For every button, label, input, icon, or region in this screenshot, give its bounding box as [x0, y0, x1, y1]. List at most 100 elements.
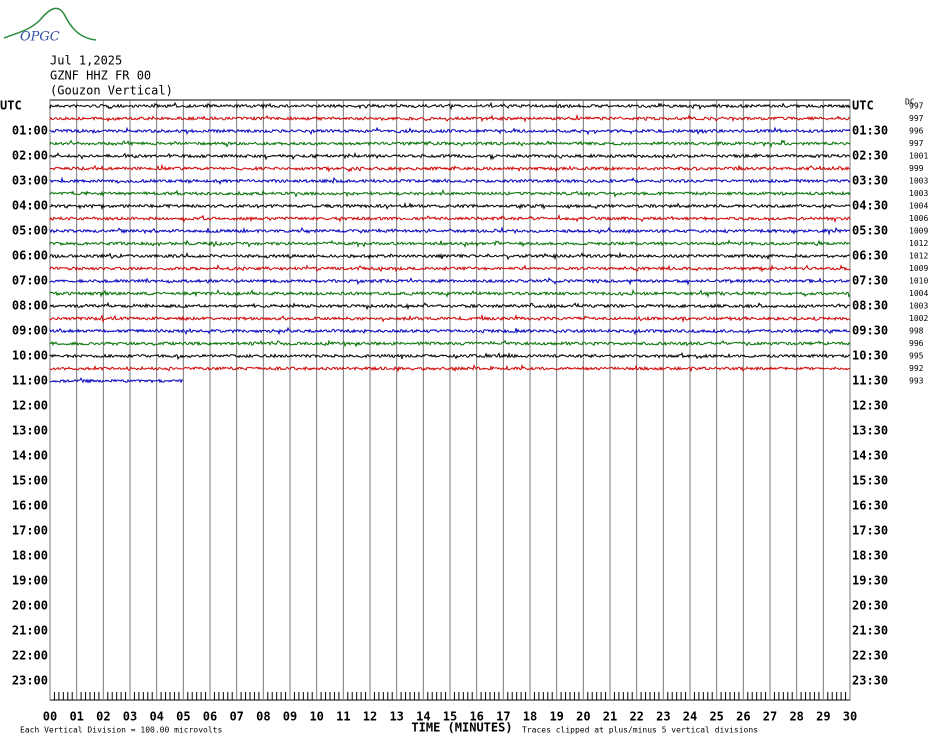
x-tick-label: 23 — [656, 710, 670, 724]
left-label: 11:00 — [12, 374, 48, 388]
trace — [49, 289, 851, 299]
right-label: 07:30 — [852, 274, 888, 288]
dc-value: 1009 — [909, 264, 928, 273]
dc-value: 1002 — [909, 314, 928, 323]
x-tick-label: 10 — [309, 710, 323, 724]
left-label: 17:00 — [12, 524, 48, 538]
left-label: 13:00 — [12, 424, 48, 438]
dc-label: DC — [905, 98, 915, 107]
x-tick-label: 11 — [336, 710, 350, 724]
dc-value: 1004 — [909, 289, 928, 298]
station-name: (Gouzon Vertical) — [50, 84, 173, 98]
x-tick-label: 14 — [416, 710, 430, 724]
x-tick-label: 15 — [443, 710, 457, 724]
trace — [49, 313, 851, 324]
x-tick-label: 02 — [96, 710, 110, 724]
dc-value: 1006 — [909, 214, 928, 223]
dc-value: 1009 — [909, 227, 928, 236]
dc-value: 1003 — [909, 302, 928, 311]
dc-value: 997 — [909, 139, 924, 148]
trace — [49, 163, 850, 173]
x-tick-label: 01 — [69, 710, 83, 724]
x-tick-label: 24 — [683, 710, 697, 724]
left-label: 08:00 — [12, 299, 48, 313]
trace — [49, 139, 851, 148]
right-label: 05:30 — [852, 224, 888, 238]
right-label: 06:30 — [852, 249, 888, 263]
trace — [49, 339, 851, 348]
trace — [49, 226, 851, 236]
trace — [49, 264, 851, 273]
left-label: 16:00 — [12, 499, 48, 513]
x-tick-label: 21 — [603, 710, 617, 724]
left-label: UTC — [0, 99, 22, 113]
dc-value: 998 — [909, 327, 924, 336]
left-label: 06:00 — [12, 249, 48, 263]
dc-value: 1012 — [909, 252, 928, 261]
x-tick-label: 06 — [203, 710, 217, 724]
trace — [49, 276, 851, 286]
dc-value: 992 — [909, 364, 924, 373]
dc-value: 1012 — [909, 239, 928, 248]
trace — [49, 351, 851, 361]
left-label: 20:00 — [12, 599, 48, 613]
dc-value: 1001 — [909, 152, 928, 161]
x-tick-label: 30 — [843, 710, 857, 724]
x-tick-label: 20 — [576, 710, 590, 724]
right-label: 15:30 — [852, 474, 888, 488]
x-tick-label: 26 — [736, 710, 750, 724]
dc-value: 1010 — [909, 277, 928, 286]
x-tick-label: 00 — [43, 710, 57, 724]
x-axis-label: TIME (MINUTES) — [411, 721, 512, 735]
dc-value: 997 — [909, 114, 924, 123]
dc-value: 999 — [909, 164, 924, 173]
footer-right: Traces clipped at plus/minus 5 vertical … — [522, 726, 758, 735]
trace — [49, 189, 851, 198]
trace — [49, 376, 183, 384]
trace — [49, 213, 851, 223]
x-tick-label: 17 — [496, 710, 510, 724]
trace — [49, 363, 851, 373]
station: GZNF HHZ FR 00 — [50, 69, 151, 83]
left-label: 14:00 — [12, 449, 48, 463]
right-label: 09:30 — [852, 324, 888, 338]
right-label: 23:30 — [852, 674, 888, 688]
right-label: 13:30 — [852, 424, 888, 438]
x-tick-label: 28 — [789, 710, 803, 724]
date: Jul 1,2025 — [50, 54, 122, 68]
trace — [49, 176, 851, 186]
left-label: 04:00 — [12, 199, 48, 213]
logo: OPGC — [20, 30, 60, 45]
footer-left: Each Vertical Division = 100.00 microvol… — [20, 726, 222, 735]
trace — [49, 101, 851, 111]
x-tick-label: 22 — [629, 710, 643, 724]
right-label: 08:30 — [852, 299, 888, 313]
right-label: 20:30 — [852, 599, 888, 613]
right-label: 21:30 — [852, 624, 888, 638]
right-label: 02:30 — [852, 149, 888, 163]
x-tick-label: 07 — [229, 710, 243, 724]
trace — [49, 113, 851, 123]
left-label: 15:00 — [12, 474, 48, 488]
left-label: 07:00 — [12, 274, 48, 288]
dc-value: 1003 — [909, 177, 928, 186]
dc-value: 995 — [909, 352, 924, 361]
right-label: 18:30 — [852, 549, 888, 563]
left-label: 23:00 — [12, 674, 48, 688]
x-tick-label: 19 — [549, 710, 563, 724]
trace — [49, 301, 851, 311]
trace — [49, 251, 851, 261]
right-label: 03:30 — [852, 174, 888, 188]
left-label: 09:00 — [12, 324, 48, 338]
dc-value: 996 — [909, 339, 924, 348]
x-tick-label: 05 — [176, 710, 190, 724]
x-tick-label: 25 — [709, 710, 723, 724]
left-label: 05:00 — [12, 224, 48, 238]
dc-value: 1004 — [909, 202, 928, 211]
left-label: 03:00 — [12, 174, 48, 188]
left-label: 18:00 — [12, 549, 48, 563]
x-tick-label: 18 — [523, 710, 537, 724]
left-label: 01:00 — [12, 124, 48, 138]
right-label: 19:30 — [852, 574, 888, 588]
